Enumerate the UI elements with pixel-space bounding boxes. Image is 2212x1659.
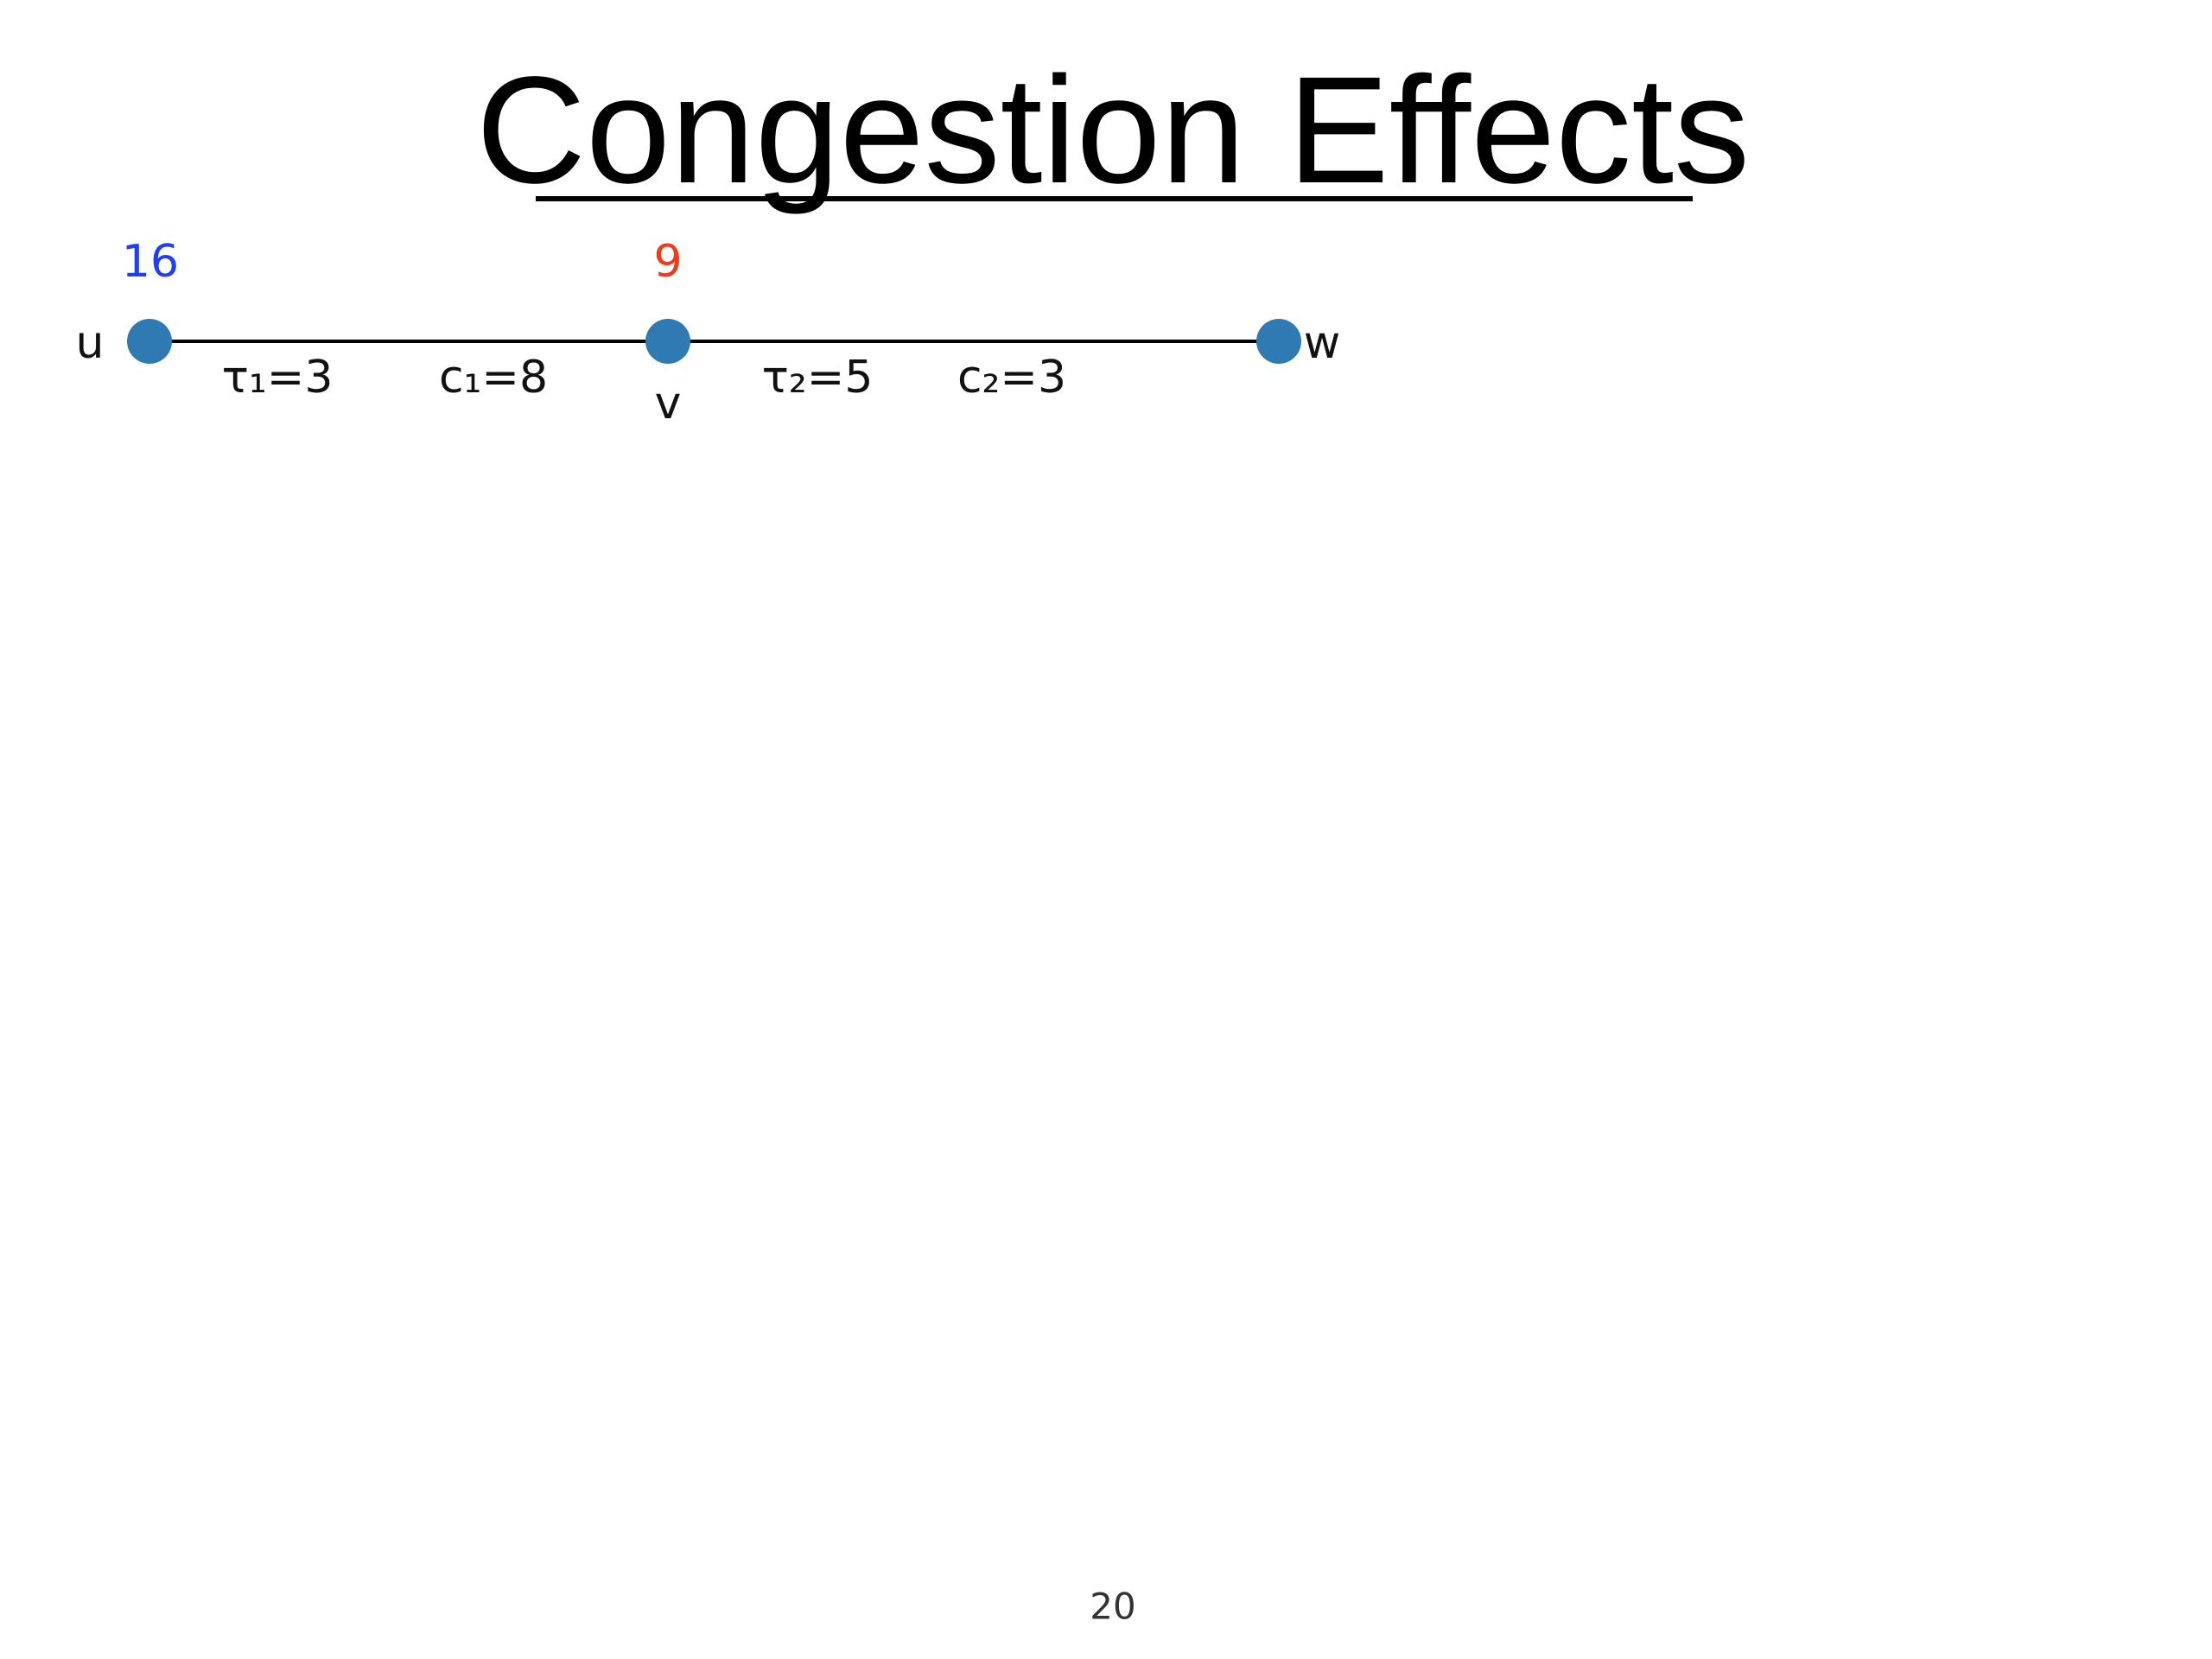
node-label: v [655, 378, 682, 429]
node-value: 9 [653, 236, 682, 288]
node [1256, 319, 1301, 364]
node [645, 319, 690, 364]
page-number: 20 [1090, 1586, 1135, 1628]
edge-label: τ₁=3 [222, 352, 334, 404]
node-value: 16 [122, 236, 179, 288]
edge-label: τ₂=5 [762, 352, 874, 404]
slide-title: Congestion Effects [476, 46, 1750, 215]
node-label: u [76, 317, 105, 369]
node [127, 319, 172, 364]
edge-label: c₂=3 [957, 352, 1066, 404]
node-label: w [1304, 317, 1341, 369]
edge-label: c₁=8 [439, 352, 548, 404]
